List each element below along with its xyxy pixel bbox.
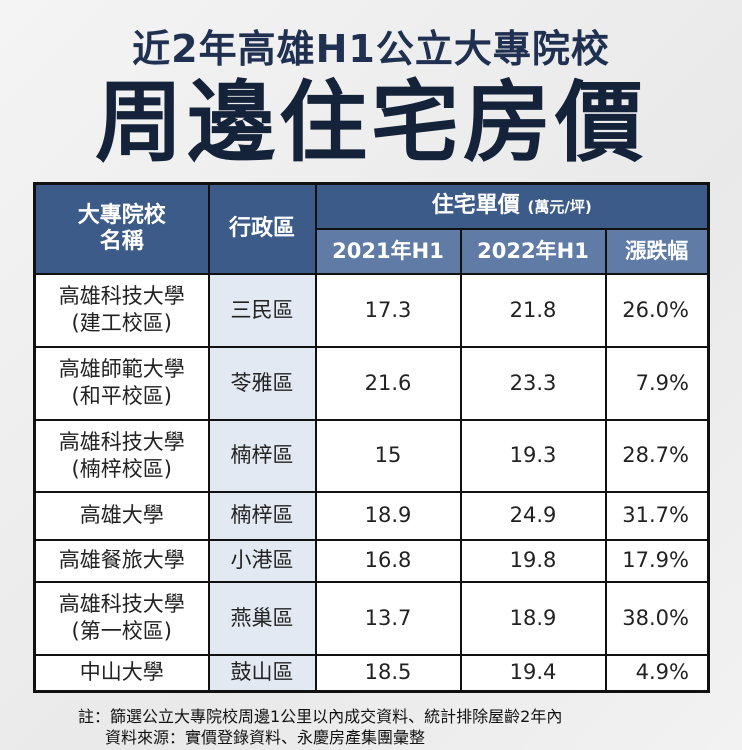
cell-district: 楠梓區 xyxy=(207,418,317,493)
title-line-1: 近2年高雄H1公立大專院校 xyxy=(132,27,610,71)
cell-school: 高雄師範大學 (和平校區) xyxy=(33,345,210,421)
header-unit: (萬元/坪) xyxy=(527,197,592,216)
header-change: 漲跌幅 xyxy=(604,227,710,275)
cell-district: 苓雅區 xyxy=(207,345,317,421)
cell-2022: 19.3 xyxy=(459,418,607,493)
cell-2021: 17.3 xyxy=(314,272,462,348)
table-row: 中山大學 鼓山區 18.5 19.4 4.9% xyxy=(33,653,710,693)
cell-2022: 24.9 xyxy=(459,490,607,541)
header-2022: 2022年H1 xyxy=(459,227,607,275)
table-row: 高雄大學 楠梓區 18.9 24.9 31.7% xyxy=(33,490,710,541)
cell-school: 高雄科技大學 (建工校區) xyxy=(33,272,210,348)
cell-change: 7.9% xyxy=(604,345,710,421)
cell-district: 三民區 xyxy=(207,272,317,348)
title-line-2: 周邊住宅房價 xyxy=(94,71,647,174)
table-row: 高雄科技大學 (楠梓校區) 楠梓區 15 19.3 28.7% xyxy=(33,418,710,493)
footnotes: 註：篩選公立大專院校周邊1公里以內成交資料、統計排除屋齡2年內 資料來源：實價登… xyxy=(78,706,562,748)
cell-2022: 23.3 xyxy=(459,345,607,421)
cell-change: 28.7% xyxy=(604,418,710,493)
cell-2021: 16.8 xyxy=(314,538,462,583)
cell-2022: 19.4 xyxy=(459,653,607,693)
cell-school: 高雄大學 xyxy=(33,490,210,541)
table-row: 高雄師範大學 (和平校區) 苓雅區 21.6 23.3 7.9% xyxy=(33,345,710,421)
cell-district: 小港區 xyxy=(207,538,317,583)
price-table: 大專院校 名稱 行政區 住宅單價 (萬元/坪) 2021年H1 2022年H1 … xyxy=(33,182,710,693)
header-2021: 2021年H1 xyxy=(314,227,462,275)
table-row: 高雄科技大學 (建工校區) 三民區 17.3 21.8 26.0% xyxy=(33,272,710,348)
cell-school: 高雄科技大學 (第一校區) xyxy=(33,580,210,656)
cell-change: 17.9% xyxy=(604,538,710,583)
header-school: 大專院校 名稱 xyxy=(33,182,210,275)
cell-change: 31.7% xyxy=(604,490,710,541)
note-text: 註：篩選公立大專院校周邊1公里以內成交資料、統計排除屋齡2年內 xyxy=(78,707,563,726)
cell-2022: 21.8 xyxy=(459,272,607,348)
cell-change: 26.0% xyxy=(604,272,710,348)
header-district: 行政區 xyxy=(207,182,317,275)
cell-school: 中山大學 xyxy=(33,653,210,693)
cell-2022: 19.8 xyxy=(459,538,607,583)
cell-school: 高雄科技大學 (楠梓校區) xyxy=(33,418,210,493)
table-row: 高雄餐旅大學 小港區 16.8 19.8 17.9% xyxy=(33,538,710,583)
cell-change: 4.9% xyxy=(604,653,710,693)
cell-2021: 18.5 xyxy=(314,653,462,693)
cell-2021: 21.6 xyxy=(314,345,462,421)
header-price-label: 住宅單價 xyxy=(431,192,520,218)
table-row: 高雄科技大學 (第一校區) 燕巢區 13.7 18.9 38.0% xyxy=(33,580,710,656)
cell-change: 38.0% xyxy=(604,580,710,656)
cell-school: 高雄餐旅大學 xyxy=(33,538,210,583)
cell-2021: 18.9 xyxy=(314,490,462,541)
header-price: 住宅單價 (萬元/坪) xyxy=(314,182,710,230)
cell-district: 鼓山區 xyxy=(207,653,317,693)
cell-district: 燕巢區 xyxy=(207,580,317,656)
cell-2021: 13.7 xyxy=(314,580,462,656)
cell-district: 楠梓區 xyxy=(207,490,317,541)
source-text: 資料來源：實價登錄資料、永慶房產集團彙整 xyxy=(105,728,426,747)
cell-2021: 15 xyxy=(314,418,462,493)
cell-2022: 18.9 xyxy=(459,580,607,656)
